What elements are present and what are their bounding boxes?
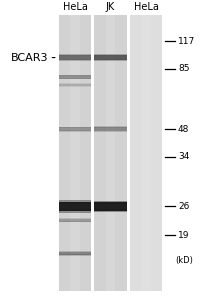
Bar [94, 15, 127, 290]
Text: HeLa: HeLa [63, 2, 88, 12]
Bar [59, 251, 91, 252]
Bar [59, 218, 91, 219]
Bar [59, 83, 91, 84]
Bar [94, 209, 127, 212]
Bar [59, 86, 91, 87]
Bar [59, 78, 91, 79]
Bar [59, 221, 91, 222]
Text: BCAR3: BCAR3 [11, 52, 48, 63]
Bar [59, 218, 91, 219]
Bar [94, 130, 127, 132]
Bar [59, 254, 91, 256]
Bar [94, 127, 127, 131]
Bar [59, 54, 91, 56]
Bar [59, 15, 91, 290]
Bar [59, 75, 91, 79]
Bar [59, 84, 91, 86]
Bar [94, 54, 127, 56]
Bar [94, 59, 127, 61]
Bar [94, 202, 127, 211]
Text: 48: 48 [178, 125, 189, 134]
Bar [59, 59, 91, 61]
Text: 26: 26 [178, 202, 189, 211]
Text: JK: JK [106, 2, 115, 12]
Bar [59, 219, 91, 222]
Bar [94, 54, 127, 56]
Text: HeLa: HeLa [134, 2, 158, 12]
Bar [59, 251, 91, 252]
Bar [59, 78, 91, 79]
Bar [94, 126, 127, 128]
Bar [59, 130, 91, 132]
Bar [94, 130, 127, 132]
Bar [59, 54, 91, 56]
Text: 85: 85 [178, 64, 189, 73]
Bar [59, 209, 91, 213]
Bar [94, 126, 127, 128]
Bar [59, 75, 91, 76]
Bar [59, 55, 91, 60]
Bar [94, 201, 127, 204]
Bar [94, 59, 127, 61]
Bar [59, 83, 91, 84]
Text: 19: 19 [178, 231, 189, 240]
Bar [59, 75, 91, 76]
Bar [59, 200, 91, 204]
Bar [59, 59, 91, 61]
Text: (kD): (kD) [175, 256, 193, 265]
Bar [106, 15, 115, 290]
Bar [59, 127, 91, 128]
Bar [70, 15, 80, 290]
Bar [94, 55, 127, 60]
Bar [59, 130, 91, 132]
Bar [59, 127, 91, 128]
Bar [94, 209, 127, 212]
Bar [141, 15, 151, 290]
Text: 117: 117 [178, 37, 195, 46]
Bar [59, 221, 91, 222]
Bar [59, 209, 91, 213]
Bar [94, 201, 127, 204]
Text: 34: 34 [178, 152, 189, 161]
Bar [59, 200, 91, 204]
Bar [59, 254, 91, 256]
Bar [59, 202, 91, 211]
Bar [59, 251, 91, 255]
Bar [59, 86, 91, 87]
Bar [59, 128, 91, 131]
Bar [130, 15, 162, 290]
